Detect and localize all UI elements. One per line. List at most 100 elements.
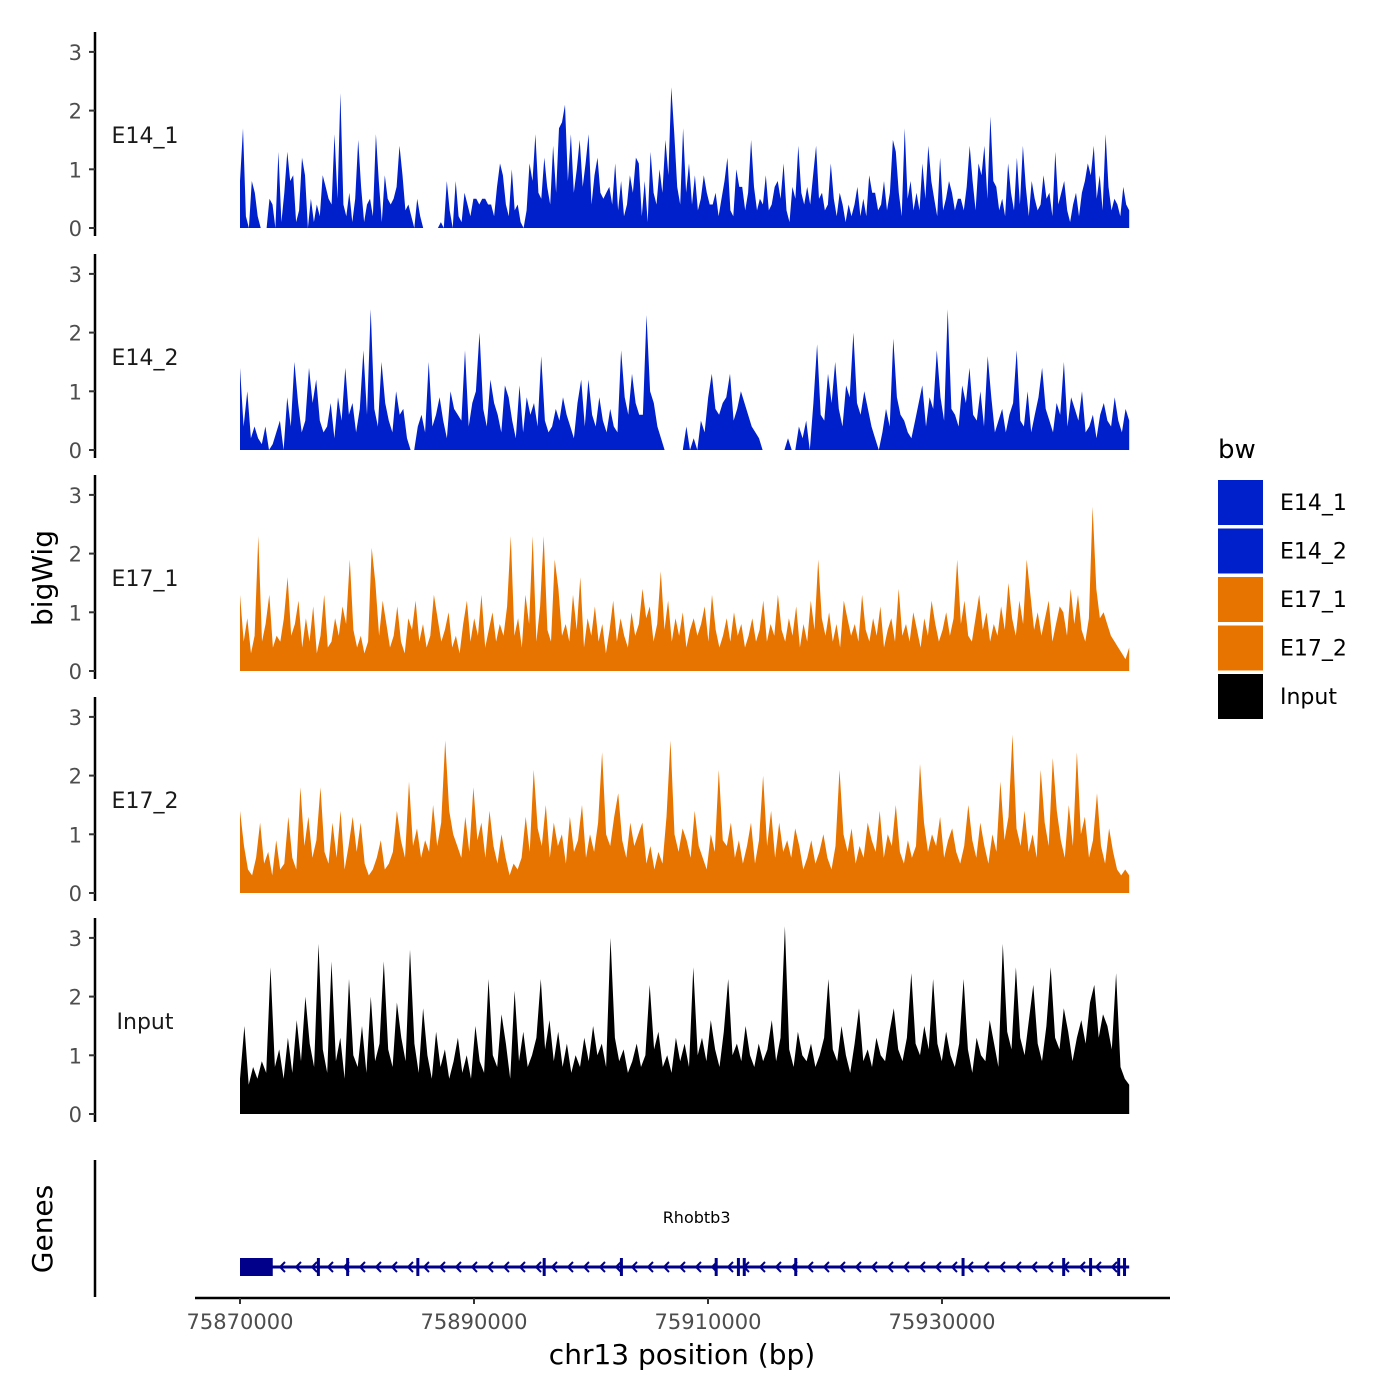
strand-arrow	[918, 1261, 926, 1273]
coverage-tracks: 0 1 2 3 E14_1 0 1 2 3 E14_2 0 1 2 3 E17_1 0 1 2 3 E17_2 0 1 2 3…	[69, 32, 1130, 1127]
coverage-area	[240, 734, 1130, 893]
strand-arrow	[566, 1261, 574, 1273]
track-label: Input	[117, 1010, 174, 1035]
gene-exon	[742, 1258, 746, 1276]
legend-item: E17_1	[1218, 577, 1347, 622]
strand-arrow	[854, 1261, 862, 1273]
strand-arrow	[534, 1261, 542, 1273]
legend-item: E14_2	[1218, 528, 1347, 574]
legend-item: E14_1	[1218, 480, 1347, 525]
strand-arrow	[1110, 1261, 1118, 1273]
track-input: 0 1 2 3 Input	[69, 918, 1130, 1127]
legend-item: E17_2	[1218, 625, 1347, 671]
strand-arrow	[358, 1261, 366, 1273]
x-tick-label: 75930000	[889, 1310, 996, 1334]
gene-exon	[619, 1258, 623, 1276]
x-axis: 75870000 75890000 75910000 75930000	[187, 1296, 1170, 1334]
coverage-area	[240, 506, 1130, 671]
legend-title: bw	[1218, 435, 1256, 465]
x-tick-label: 75890000	[421, 1310, 528, 1334]
x-tick-label: 75910000	[655, 1310, 762, 1334]
strand-arrow	[838, 1261, 846, 1273]
coverage-area	[240, 926, 1130, 1114]
strand-arrow	[1078, 1261, 1086, 1273]
gene-exon	[542, 1258, 546, 1276]
strand-arrow	[998, 1261, 1006, 1273]
y-tick-label: 0	[69, 439, 82, 463]
legend-swatch	[1218, 528, 1263, 574]
legend-label: Input	[1280, 685, 1337, 710]
y-axis-title: bigWig	[26, 530, 59, 626]
strand-arrow	[614, 1261, 622, 1273]
gene-utr-block	[240, 1258, 273, 1276]
strand-arrow	[390, 1261, 398, 1273]
track-label: E14_2	[112, 346, 179, 371]
gene-exon	[1089, 1258, 1093, 1276]
y-tick-label: 2	[69, 765, 82, 789]
gene-exon	[961, 1258, 965, 1276]
strand-arrow	[310, 1261, 318, 1273]
strand-arrow	[438, 1261, 446, 1273]
y-tick-label: 1	[69, 823, 82, 847]
legend-label: E17_1	[1280, 588, 1347, 613]
strand-arrow	[470, 1261, 478, 1273]
strand-arrow	[598, 1261, 606, 1273]
strand-arrow	[950, 1261, 958, 1273]
y-tick-label: 2	[69, 322, 82, 346]
track-label: E17_1	[112, 567, 179, 592]
strand-arrow	[630, 1261, 638, 1273]
gene-name: Rhobtb3	[663, 1208, 731, 1227]
y-tick-label: 3	[69, 263, 82, 287]
track-label: E14_1	[112, 124, 179, 149]
gene-exon	[794, 1258, 798, 1276]
coverage-area	[240, 309, 1130, 450]
strand-arrow	[822, 1261, 830, 1273]
strand-arrow	[406, 1261, 414, 1273]
track-label: E17_2	[112, 789, 179, 814]
strand-arrow	[966, 1261, 974, 1273]
strand-arrow	[886, 1261, 894, 1273]
y-tick-label: 0	[69, 882, 82, 906]
gene-rhobtb3: Rhobtb3	[240, 1208, 1130, 1276]
y-tick-label: 1	[69, 601, 82, 625]
strand-arrow	[374, 1261, 382, 1273]
genes-axis-title: Genes	[26, 1185, 59, 1273]
track-e17-1: 0 1 2 3 E17_1	[69, 475, 1130, 684]
strand-arrow	[486, 1261, 494, 1273]
y-tick-label: 1	[69, 158, 82, 182]
gene-exon	[416, 1258, 420, 1276]
y-tick-label: 3	[69, 927, 82, 951]
strand-arrow	[550, 1261, 558, 1273]
gene-exon	[1117, 1258, 1121, 1276]
coverage-area	[240, 87, 1130, 228]
y-tick-label: 2	[69, 986, 82, 1010]
strand-arrow	[502, 1261, 510, 1273]
track-e17-2: 0 1 2 3 E17_2	[69, 697, 1130, 906]
y-tick-label: 3	[69, 484, 82, 508]
y-tick-label: 3	[69, 41, 82, 65]
y-tick-label: 3	[69, 706, 82, 730]
strand-arrow	[870, 1261, 878, 1273]
legend-swatch	[1218, 577, 1263, 622]
strand-arrow	[326, 1261, 334, 1273]
legend-label: E17_2	[1280, 637, 1347, 662]
strand-arrow	[758, 1261, 766, 1273]
strand-arrow	[902, 1261, 910, 1273]
strand-arrow	[454, 1261, 462, 1273]
y-tick-label: 1	[69, 1044, 82, 1068]
strand-arrow	[678, 1261, 686, 1273]
gene-exon	[1123, 1258, 1127, 1276]
genes-track: Rhobtb3	[93, 1160, 1130, 1297]
legend-label: E14_1	[1280, 491, 1347, 516]
strand-arrow	[1094, 1261, 1102, 1273]
strand-arrow	[806, 1261, 814, 1273]
legend: bw E14_1 E14_2 E17_1 E17_2 Input	[1218, 435, 1347, 719]
gene-exon	[1062, 1258, 1066, 1276]
track-e14-1: 0 1 2 3 E14_1	[69, 32, 1130, 241]
x-axis-title: chr13 position (bp)	[549, 1338, 815, 1371]
strand-arrow	[726, 1261, 734, 1273]
y-tick-label: 0	[69, 660, 82, 684]
y-tick-label: 2	[69, 543, 82, 567]
gene-exon	[736, 1258, 740, 1276]
